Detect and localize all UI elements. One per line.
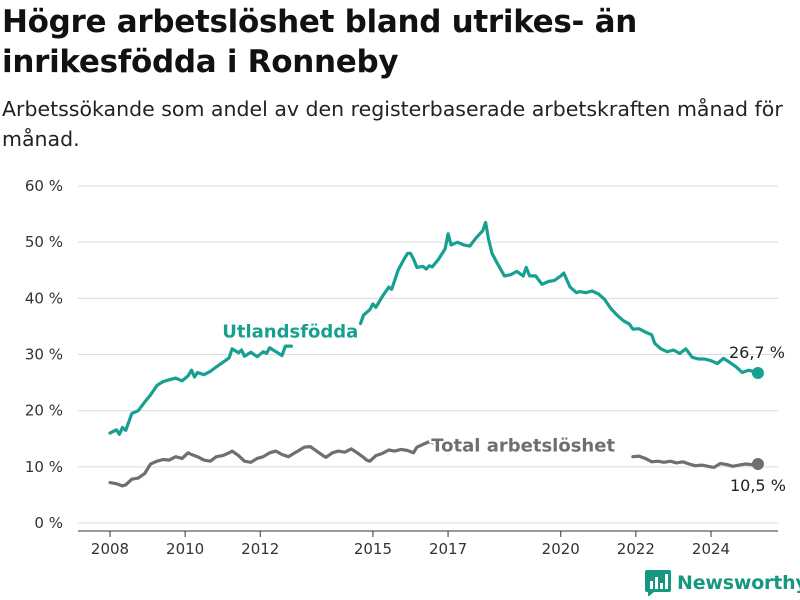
y-tick-label: 10 % — [25, 458, 63, 476]
y-tick-label: 40 % — [25, 289, 63, 307]
x-tick-label: 2015 — [354, 540, 392, 558]
x-tick-label: 2022 — [617, 540, 655, 558]
end-point-utlandsfodda — [751, 367, 764, 380]
x-tick-label: 2012 — [241, 540, 279, 558]
y-tick-label: 50 % — [25, 233, 63, 251]
brand-name: Newsworthy — [677, 572, 800, 594]
x-tick-label: 2017 — [429, 540, 467, 558]
x-tick-label: 2020 — [542, 540, 580, 558]
series-line-total — [631, 454, 760, 469]
chart-subtitle: Arbetssökande som andel av den registerb… — [2, 97, 783, 151]
grid-lines — [78, 185, 778, 524]
y-tick-label: 0 % — [34, 514, 63, 532]
series-lines — [108, 220, 764, 488]
series-name-label-utlandsfodda: Utlandsfödda — [222, 322, 358, 343]
series-line-utlandsfodda — [358, 220, 760, 375]
x-axis: 2008 2010 2012 2015 2017 2020 2022 2024 — [78, 530, 778, 558]
series-line-total — [108, 440, 453, 488]
chart-title: Högre arbetslöshet bland utrikes- än inr… — [2, 4, 638, 80]
x-tick-label: 2010 — [166, 540, 204, 558]
end-value-label-utlandsfodda: 26,7 % — [729, 343, 785, 362]
y-axis-tick-labels: 0 % 10 % 20 % 30 % 40 % 50 % 60 % — [25, 177, 63, 532]
y-tick-label: 30 % — [25, 346, 63, 364]
y-tick-label: 20 % — [25, 402, 63, 420]
series-name-label-total: Total arbetslöshet — [431, 436, 615, 457]
newsworthy-logo[interactable]: Newsworthy — [645, 568, 800, 598]
x-tick-label: 2024 — [692, 540, 730, 558]
series-labels: 26,7 % 10,5 % Utlandsfödda Total arbetslösh… — [220, 319, 786, 495]
y-tick-label: 60 % — [25, 177, 63, 195]
end-value-label-total: 10,5 % — [730, 476, 786, 495]
x-tick-label: 2008 — [91, 540, 129, 558]
series-line-utlandsfodda — [108, 344, 293, 436]
end-point-total — [751, 458, 764, 471]
bar-chart-icon — [645, 570, 671, 596]
